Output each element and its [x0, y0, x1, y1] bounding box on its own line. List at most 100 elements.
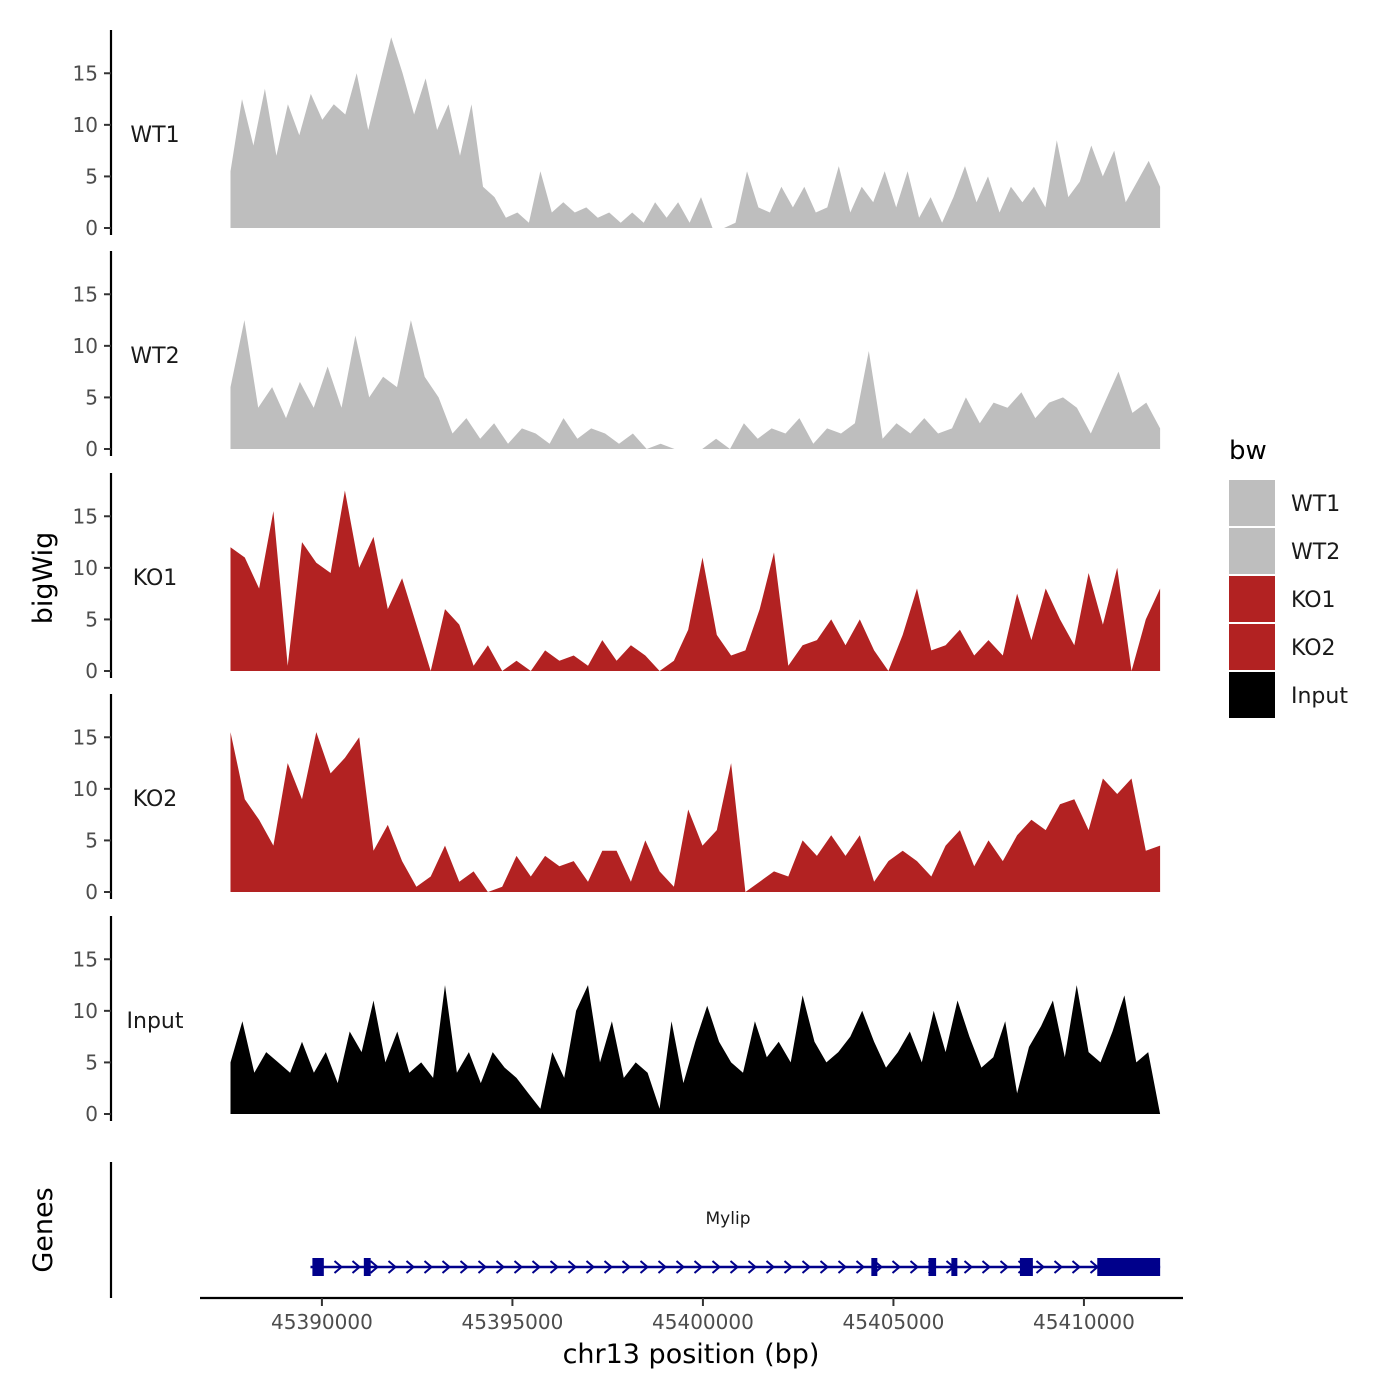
strand-arrow: [423, 1260, 434, 1274]
gene-exon: [1097, 1258, 1161, 1276]
gene-exon: [363, 1258, 371, 1276]
strand-arrow: [441, 1260, 452, 1274]
y-tick-label: 0: [85, 437, 98, 461]
strand-arrow: [711, 1260, 722, 1274]
gene-exon: [928, 1258, 937, 1276]
x-tick-label: 45410000: [1033, 1310, 1135, 1334]
gene-track: Mylip: [109, 1162, 1161, 1298]
strand-arrow: [783, 1260, 794, 1274]
strand-arrow: [405, 1260, 416, 1274]
track-wt1: 0 5 10 15 WT1: [73, 30, 1161, 240]
y-tick-label: 15: [73, 282, 98, 306]
strand-arrow: [531, 1260, 542, 1274]
track-input: 0 5 10 15 Input: [73, 916, 1161, 1126]
x-ticks: 45390000 45395000 45400000 45405000 45410000: [271, 1298, 1135, 1334]
gene-exon: [312, 1258, 324, 1276]
legend-label: WT2: [1291, 540, 1340, 565]
gene-exon: [951, 1258, 958, 1276]
legend-label: WT1: [1291, 492, 1340, 517]
y-tick-label: 15: [73, 504, 98, 528]
y-tick-label: 0: [85, 216, 98, 240]
legend-label: Input: [1291, 684, 1348, 709]
y-tick-label: 0: [85, 659, 98, 683]
legend-swatch: [1229, 528, 1275, 574]
strand-arrow: [621, 1260, 632, 1274]
strand-arrow: [459, 1260, 470, 1274]
strand-arrow: [981, 1260, 992, 1274]
strand-arrow: [801, 1260, 812, 1274]
legend-swatch: [1229, 624, 1275, 670]
strand-arrow: [999, 1260, 1010, 1274]
y-tick-label: 5: [85, 828, 98, 852]
gene-name: Mylip: [706, 1209, 751, 1229]
strand-arrow: [387, 1260, 398, 1274]
legend-swatch: [1229, 480, 1275, 526]
strand-arrow: [351, 1260, 362, 1274]
y-tick-label: 5: [85, 607, 98, 631]
coverage-area-input: [230, 985, 1161, 1114]
strand-arrow: [333, 1260, 344, 1274]
coverage-area-ko1: [230, 490, 1161, 671]
strand-arrow: [855, 1260, 866, 1274]
track-label: KO2: [133, 787, 178, 812]
y-tick-label: 5: [85, 164, 98, 188]
track-panels: 0 5 10 15 WT1 0 5 10 15 WT2 0 5 10 15 KO1 0 5 10 15 KO2 0 5 10…: [73, 30, 1161, 1126]
strand-arrow: [1071, 1260, 1082, 1274]
strand-arrow: [513, 1260, 524, 1274]
strand-arrow: [675, 1260, 686, 1274]
strand-arrow: [837, 1260, 848, 1274]
strand-arrow: [549, 1260, 560, 1274]
y-tick-label: 0: [85, 880, 98, 904]
gene-exon: [871, 1258, 878, 1276]
legend-items: WT1 WT2 KO1 KO2 Input: [1229, 480, 1348, 718]
strand-arrow: [1053, 1260, 1064, 1274]
x-axis: 45390000 45395000 45400000 45405000 45410000…: [200, 1296, 1183, 1370]
x-tick-label: 45405000: [843, 1310, 945, 1334]
strand-arrow: [747, 1260, 758, 1274]
x-tick-label: 45390000: [271, 1310, 373, 1334]
strand-arrow: [693, 1260, 704, 1274]
legend: bw WT1 WT2 KO1 KO2 Input: [1229, 436, 1348, 718]
y-tick-label: 10: [73, 334, 98, 358]
track-label: WT1: [130, 123, 179, 148]
y-tick-label: 5: [85, 385, 98, 409]
track-label: KO1: [133, 566, 178, 591]
strand-arrow: [963, 1260, 974, 1274]
track-ko1: 0 5 10 15 KO1: [73, 473, 1161, 683]
strand-arrow: [369, 1260, 380, 1274]
strand-arrow: [603, 1260, 614, 1274]
legend-swatch: [1229, 672, 1275, 718]
strand-arrow: [909, 1260, 920, 1274]
track-ko2: 0 5 10 15 KO2: [73, 694, 1161, 904]
strand-arrow: [729, 1260, 740, 1274]
strand-arrow: [819, 1260, 830, 1274]
gene-exon: [1019, 1258, 1033, 1276]
track-label: WT2: [130, 344, 179, 369]
track-label: Input: [127, 1009, 184, 1034]
coverage-area-ko2: [230, 732, 1161, 892]
y-tick-label: 15: [73, 61, 98, 85]
strand-arrow: [495, 1260, 506, 1274]
y-tick-label: 15: [73, 947, 98, 971]
strand-arrow: [567, 1260, 578, 1274]
y-axis-title: bigWig: [28, 532, 59, 625]
strand-arrow: [639, 1260, 650, 1274]
legend-label: KO2: [1291, 636, 1336, 661]
x-tick-label: 45395000: [462, 1310, 564, 1334]
strand-arrow: [1035, 1260, 1046, 1274]
y-tick-label: 10: [73, 777, 98, 801]
gene-model: [310, 1258, 1161, 1276]
track-wt2: 0 5 10 15 WT2: [73, 251, 1161, 461]
y-tick-label: 10: [73, 556, 98, 580]
coverage-area-wt2: [230, 320, 1161, 449]
strand-arrow: [657, 1260, 668, 1274]
coverage-area-wt1: [230, 37, 1161, 229]
legend-title: bw: [1229, 436, 1267, 466]
strand-arrow: [765, 1260, 776, 1274]
y-tick-label: 15: [73, 725, 98, 749]
y-tick-label: 10: [73, 999, 98, 1023]
legend-swatch: [1229, 576, 1275, 622]
legend-label: KO1: [1291, 588, 1336, 613]
x-tick-label: 45400000: [652, 1310, 754, 1334]
